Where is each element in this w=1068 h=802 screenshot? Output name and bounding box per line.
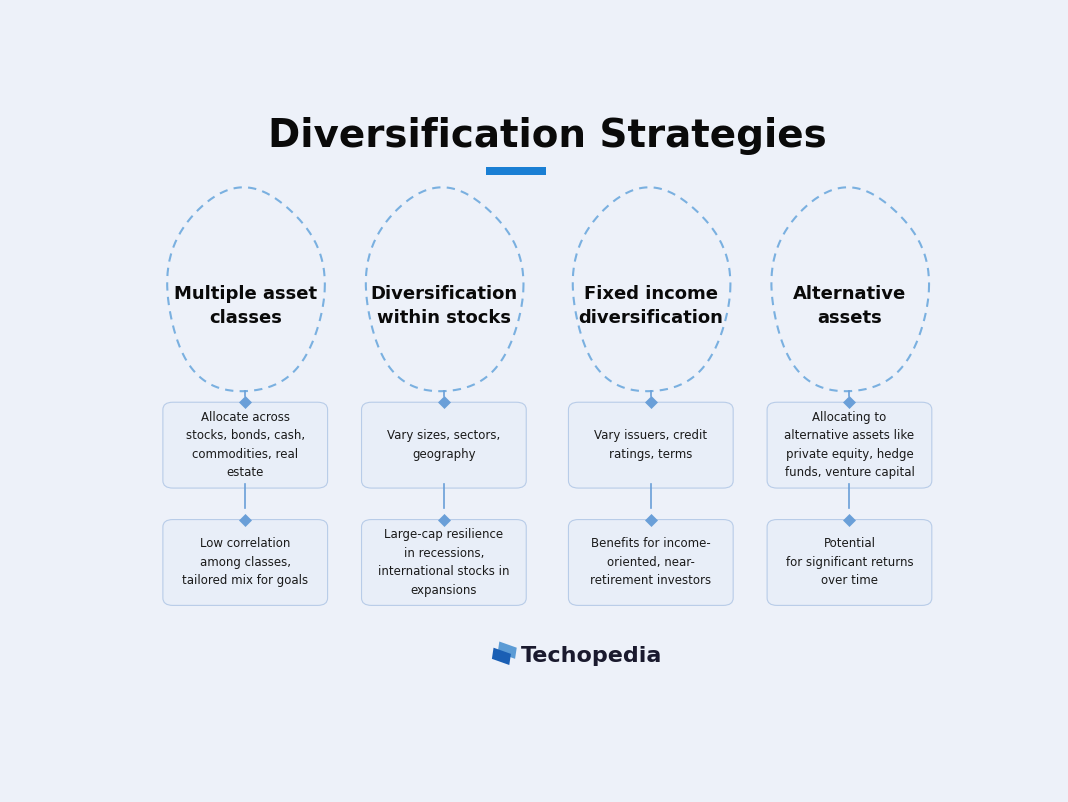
FancyBboxPatch shape	[163, 520, 328, 606]
Text: Multiple asset
classes: Multiple asset classes	[174, 285, 317, 327]
Text: Potential
for significant returns
over time: Potential for significant returns over t…	[786, 537, 913, 588]
FancyBboxPatch shape	[362, 520, 527, 606]
Text: Alternative
assets: Alternative assets	[792, 285, 906, 327]
Text: Diversification Strategies: Diversification Strategies	[268, 117, 827, 156]
FancyBboxPatch shape	[134, 96, 961, 186]
Text: Vary sizes, sectors,
geography: Vary sizes, sectors, geography	[388, 429, 501, 461]
Polygon shape	[492, 648, 511, 665]
Text: Allocating to
alternative assets like
private equity, hedge
funds, venture capit: Allocating to alternative assets like pr…	[784, 411, 914, 480]
Text: Low correlation
among classes,
tailored mix for goals: Low correlation among classes, tailored …	[183, 537, 309, 588]
Text: Techopedia: Techopedia	[521, 646, 662, 666]
FancyBboxPatch shape	[486, 167, 546, 176]
Polygon shape	[498, 642, 517, 658]
FancyBboxPatch shape	[568, 520, 733, 606]
FancyBboxPatch shape	[767, 403, 931, 488]
FancyBboxPatch shape	[163, 403, 328, 488]
Text: Diversification
within stocks: Diversification within stocks	[371, 285, 518, 327]
Text: Benefits for income-
oriented, near-
retirement investors: Benefits for income- oriented, near- ret…	[591, 537, 711, 588]
FancyBboxPatch shape	[568, 403, 733, 488]
FancyBboxPatch shape	[362, 403, 527, 488]
Text: Large-cap resilience
in recessions,
international stocks in
expansions: Large-cap resilience in recessions, inte…	[378, 529, 509, 597]
Text: Vary issuers, credit
ratings, terms: Vary issuers, credit ratings, terms	[594, 429, 707, 461]
Text: Fixed income
diversification: Fixed income diversification	[579, 285, 723, 327]
FancyBboxPatch shape	[767, 520, 931, 606]
Text: Allocate across
stocks, bonds, cash,
commodities, real
estate: Allocate across stocks, bonds, cash, com…	[186, 411, 304, 480]
